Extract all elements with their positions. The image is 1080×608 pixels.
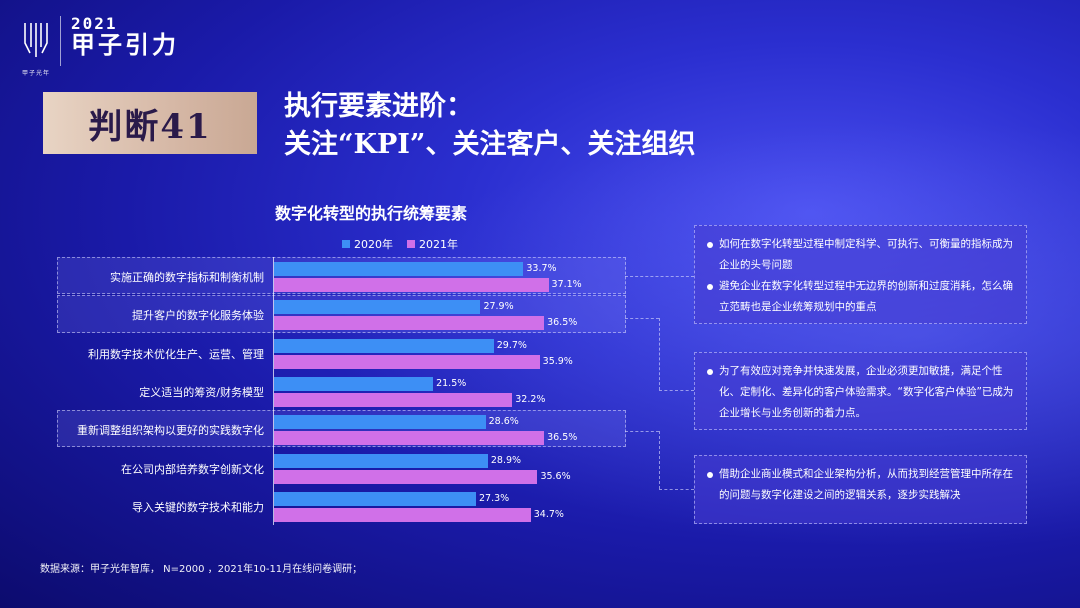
legend-label-2020: 2020年: [354, 238, 393, 251]
bullet-item: 避免企业在数字化转型过程中无边界的创新和过度消耗，怎么确立范畴也是企业统筹规划中…: [707, 276, 1016, 318]
chart-legend: 2020年 2021年: [342, 236, 458, 252]
category-label: 实施正确的数字指标和制衡机制: [110, 271, 264, 284]
connector-2a: [625, 318, 659, 319]
bar-value-label: 27.3%: [479, 492, 510, 504]
logo-text: 甲子光年: [22, 70, 51, 77]
bar-2021年: [274, 469, 538, 484]
bullet-item: 为了有效应对竞争并快速发展，企业必须更加敏捷，满足个性化、定制化、差异化的客户体…: [707, 361, 1016, 424]
bar-value-label: 35.6%: [540, 470, 571, 482]
brand-divider: [60, 16, 62, 66]
bar-value-label: 34.7%: [533, 508, 564, 520]
bar-value-label: 21.5%: [436, 377, 467, 389]
legend-label-2021: 2021年: [419, 238, 458, 251]
bullet-dot-icon: [707, 472, 713, 478]
connector-3a: [625, 431, 659, 432]
judgment-badge: 判断41: [43, 92, 257, 154]
bar-value-label: 28.6%: [488, 416, 519, 428]
legend-item-2020: 2020年: [342, 236, 393, 252]
legend-item-2021: 2021年: [407, 236, 458, 252]
bar-value-label: 36.5%: [547, 317, 578, 329]
bar-2020年: [274, 453, 488, 468]
insight-panel: 如何在数字化转型过程中制定科学、可执行、可衡量的指标成为企业的头号问题 避免企业在…: [694, 225, 1027, 324]
category-label: 利用数字技术优化生产、运营、管理: [88, 347, 264, 361]
connector-1: [625, 276, 694, 277]
bullet-text: 为了有效应对竞争并快速发展，企业必须更加敏捷，满足个性化、定制化、差异化的客户体…: [719, 365, 1014, 419]
bar-value-label: 27.9%: [483, 301, 514, 313]
chart-title: 数字化转型的执行统筹要素: [275, 204, 468, 223]
category-label: 提升客户的数字化服务体验: [132, 309, 264, 323]
bar-value-label: 35.9%: [542, 355, 573, 367]
bar-2020年: [274, 491, 477, 506]
category-label: 在公司内部培养数字创新文化: [121, 462, 264, 476]
event-name: 甲子引力: [71, 31, 180, 59]
bar-value-label: 28.9%: [490, 454, 522, 466]
insight-panel: 借助企业商业模式和企业架构分析，从而找到经营管理中所存在的问题与数字化建设之间的…: [694, 455, 1027, 524]
bullet-text: 借助企业商业模式和企业架构分析，从而找到经营管理中所存在的问题与数字化建设之间的…: [719, 468, 1013, 501]
bar-2020年: [274, 262, 524, 276]
bullet-item: 借助企业商业模式和企业架构分析，从而找到经营管理中所存在的问题与数字化建设之间的…: [707, 464, 1016, 506]
headline-line-2: 关注“KPI”、关注客户、关注组织: [284, 129, 696, 160]
category-label: 定义适当的筹资/财务模型: [139, 385, 264, 399]
chart-axis: [273, 257, 274, 525]
bar-2020年: [274, 300, 481, 315]
legend-swatch-2021: [407, 240, 415, 248]
bullet-text: 如何在数字化转型过程中制定科学、可执行、可衡量的指标成为企业的头号问题: [719, 238, 1013, 271]
bar-2020年: [274, 376, 434, 391]
bar-2021年: [274, 392, 513, 407]
event-brand: 2021 甲子引力: [71, 14, 180, 59]
bullet-item: 如何在数字化转型过程中制定科学、可执行、可衡量的指标成为企业的头号问题: [707, 234, 1016, 276]
connector-3b: [659, 431, 660, 489]
bar-value-label: 32.2%: [515, 393, 546, 405]
bar-2020年: [274, 338, 494, 353]
logo: 甲子光年: [22, 16, 50, 77]
category-label: 重新调整组织架构以更好的实践数字化: [77, 424, 264, 438]
bar-2021年: [274, 354, 540, 369]
bar-2021年: [274, 278, 549, 292]
bullet-dot-icon: [707, 284, 713, 290]
headline-line-1: 执行要素进阶：: [284, 91, 473, 122]
data-source: 数据来源：甲子光年智库， N=2000 ，2021年10-11月在线问卷调研；: [40, 564, 363, 575]
bar-2021年: [274, 431, 545, 446]
connector-2c: [659, 390, 694, 391]
logo-icon: [24, 23, 48, 57]
brand-header: 甲子光年 2021 甲子引力: [22, 14, 180, 78]
bar-value-label: 29.7%: [496, 339, 527, 351]
event-year: 2021: [71, 14, 118, 33]
insight-panel: 为了有效应对竞争并快速发展，企业必须更加敏捷，满足个性化、定制化、差异化的客户体…: [694, 352, 1027, 430]
bar-2021年: [274, 316, 545, 331]
bar-2020年: [274, 415, 486, 430]
bar-2021年: [274, 507, 531, 522]
category-label: 导入关键的数字技术和能力: [132, 500, 264, 514]
bullet-dot-icon: [707, 242, 713, 248]
connector-3c: [659, 489, 694, 490]
bar-value-label: 33.7%: [526, 263, 557, 274]
bar-value-label: 36.5%: [547, 432, 578, 444]
legend-swatch-2020: [342, 240, 350, 248]
headline: 执行要素进阶： 关注“KPI”、关注客户、关注组织: [284, 88, 695, 164]
bar-value-label: 37.1%: [551, 279, 582, 290]
bullet-text: 避免企业在数字化转型过程中无边界的创新和过度消耗，怎么确立范畴也是企业统筹规划中…: [719, 280, 1013, 313]
connector-2b: [659, 318, 660, 390]
bullet-dot-icon: [707, 369, 713, 375]
